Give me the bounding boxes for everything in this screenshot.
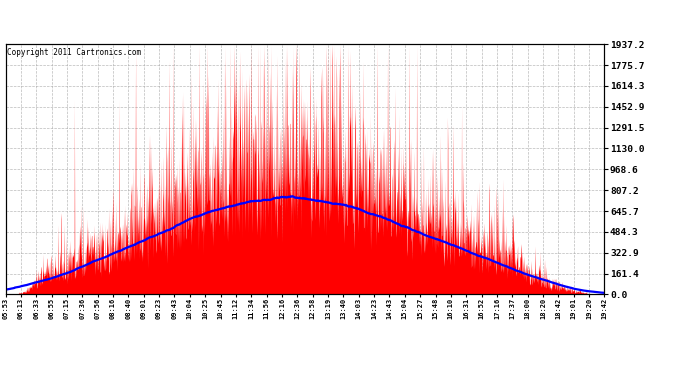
Text: Copyright 2011 Cartronics.com: Copyright 2011 Cartronics.com [7, 48, 141, 57]
Text: West Array Actual Power (red) & Running Average Power (Watts blue)  Tue May 24 1: West Array Actual Power (red) & Running … [72, 15, 618, 25]
